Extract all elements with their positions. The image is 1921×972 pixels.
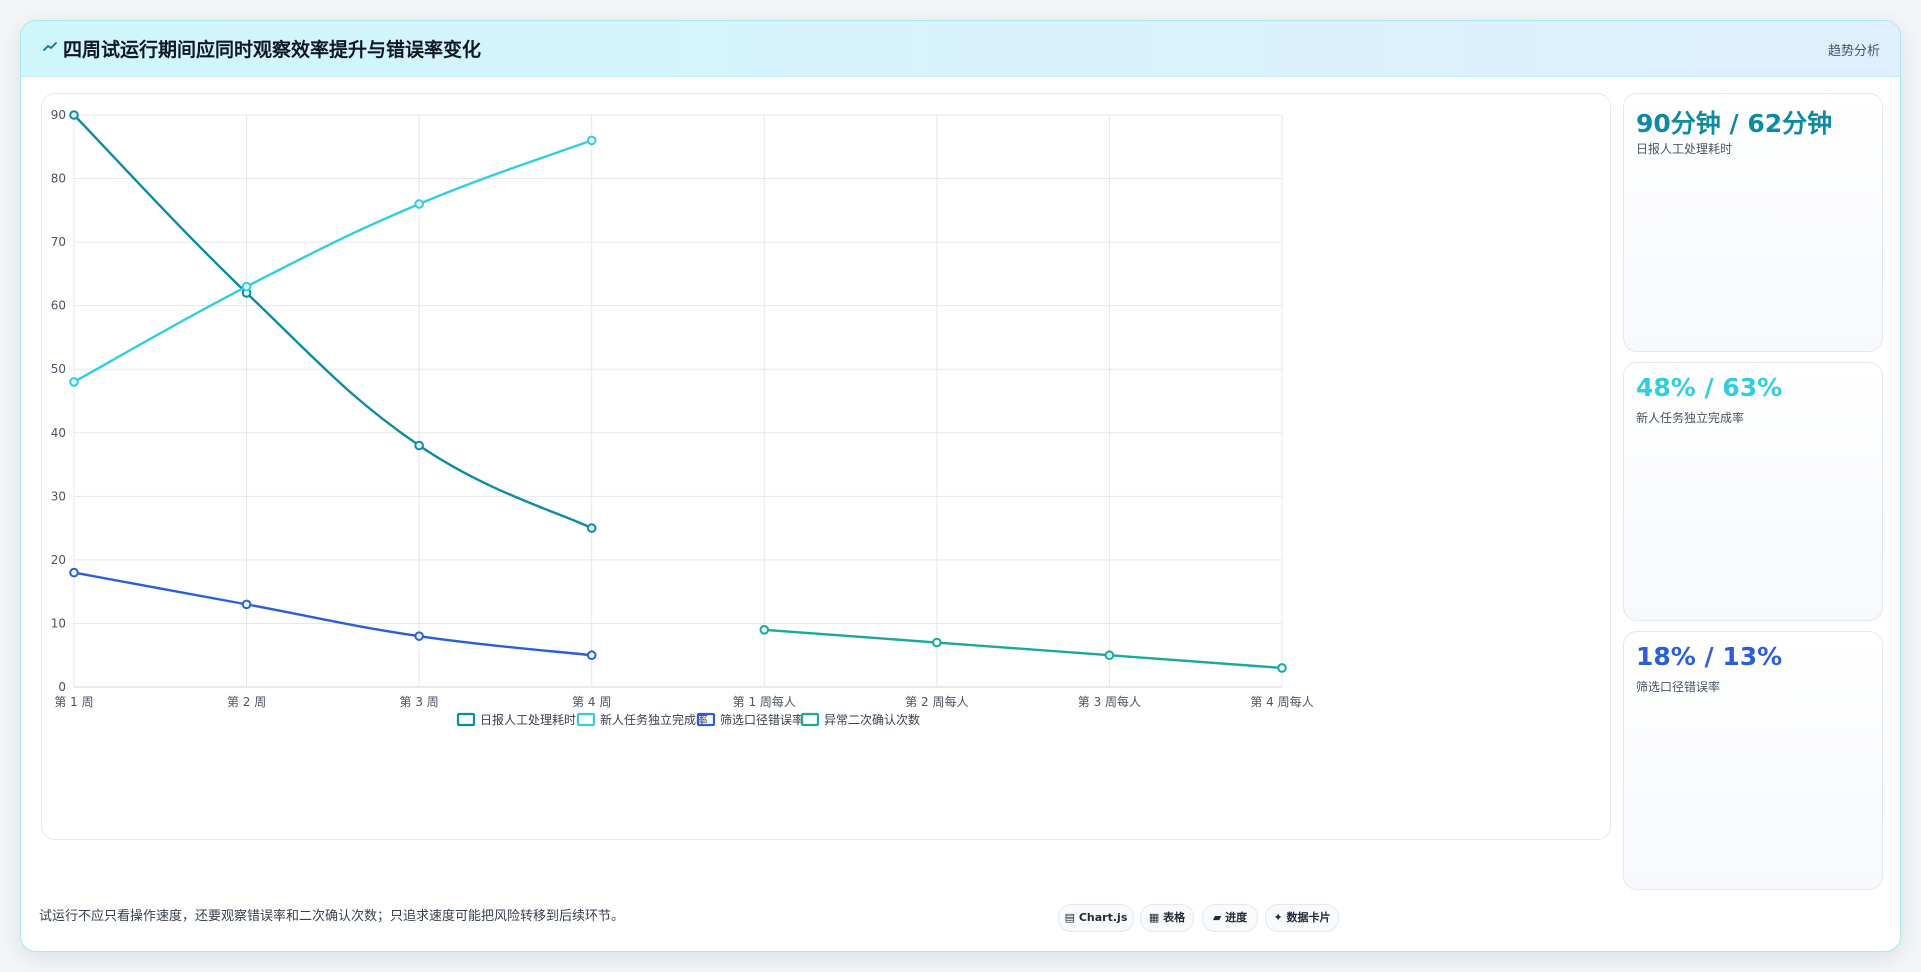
sparkle-icon: ✦ [1273, 911, 1283, 924]
data-point [69, 567, 79, 578]
legend-swatch [456, 712, 476, 727]
kpi-label: 筛选口径错误率 [1636, 680, 1721, 694]
trend-line-icon [41, 39, 59, 57]
kpi-value: 48% / 63% [1636, 373, 1783, 402]
data-point [759, 625, 770, 635]
data-point [586, 650, 597, 661]
chartjs-pill[interactable]: ▤ Chart.js [1058, 904, 1134, 932]
series-line [764, 628, 1283, 670]
trend-card: 四周试运行期间应同时观察效率提升与错误率变化 趋势分析 0 10 20 30 40 50 6… [20, 20, 1901, 952]
x-tick-label: 第 3 周每人 [1078, 694, 1141, 709]
legend-label: 筛选口径错误率 [720, 712, 804, 727]
pill-label: 表格 [1163, 911, 1186, 924]
y-tick-label: 30 [51, 489, 66, 503]
y-tick-label: 80 [51, 172, 66, 186]
y-tick-label: 90 [51, 108, 66, 122]
legend-swatch [576, 712, 596, 727]
legend-label: 新人任务独立完成率 [600, 712, 708, 727]
data-point [586, 523, 597, 533]
y-tick-label: 40 [51, 426, 66, 440]
x-tick-label: 第 4 周每人 [1250, 694, 1313, 709]
x-tick-label: 第 3 周 [400, 695, 439, 709]
data-point [586, 135, 597, 146]
data-point [414, 631, 424, 641]
legend-swatch [696, 712, 716, 727]
data-point [69, 110, 79, 120]
y-tick-label: 10 [51, 616, 66, 630]
line-chart: 0 10 20 30 40 50 60 70 80 90 第 1 周 第 2 周 第 3 周 第 4 周 第… [51, 108, 1314, 727]
legend-swatch [800, 712, 820, 727]
data-point [932, 637, 942, 648]
legend-label: 异常二次确认次数 [824, 712, 920, 727]
y-tick-label: 20 [51, 553, 66, 567]
data-point [241, 281, 252, 292]
kpi-card-error-rate: 18% / 13% 筛选口径错误率 [1623, 631, 1883, 890]
pill-label: 进度 [1225, 911, 1248, 924]
data-point [1104, 650, 1115, 661]
y-tick-label: 70 [51, 235, 66, 249]
kpi-value: 18% / 13% [1636, 642, 1783, 671]
progress-icon: ▰ [1212, 911, 1222, 924]
x-tick-label: 第 1 周每人 [733, 694, 796, 709]
kpi-label: 日报人工处理耗时 [1636, 142, 1733, 156]
x-tick-label: 第 2 周每人 [905, 694, 968, 709]
series-line [73, 139, 593, 383]
data-point [414, 199, 424, 209]
kpi-card-processing-time: 90分钟 / 62分钟 日报人工处理耗时 [1623, 93, 1883, 352]
pill-label: 数据卡片 [1286, 911, 1331, 924]
series-line [73, 114, 593, 530]
pill-label: Chart.js [1078, 911, 1128, 924]
series-line [73, 571, 592, 657]
data-card-pill[interactable]: ✦ 数据卡片 [1265, 904, 1339, 932]
kpi-value: 90分钟 / 62分钟 [1636, 109, 1833, 138]
data-point [414, 440, 424, 451]
progress-pill[interactable]: ▰ 进度 [1202, 904, 1258, 932]
y-tick-label: 0 [58, 680, 66, 694]
table-icon: ▦ [1148, 911, 1160, 924]
table-pill[interactable]: ▦ 表格 [1140, 904, 1194, 932]
y-tick-label: 60 [51, 299, 66, 313]
legend-label: 日报人工处理耗时 [480, 712, 576, 727]
footer-note: 试运行不应只看操作速度，还要观察错误率和二次确认次数；只追求速度可能把风险转移到… [39, 909, 625, 924]
chart-icon: ▤ [1064, 911, 1076, 924]
card-title: 四周试运行期间应同时观察效率提升与错误率变化 [63, 39, 482, 61]
kpi-label: 新人任务独立完成率 [1636, 411, 1745, 425]
data-point [69, 377, 79, 387]
data-point [1277, 663, 1287, 673]
x-tick-label: 第 4 周 [572, 695, 611, 709]
chart-panel: 0 10 20 30 40 50 60 70 80 90 第 1 周 第 2 周 第 3 周 第 4 周 第… [41, 93, 1611, 840]
data-point [241, 599, 252, 610]
y-tick-label: 50 [51, 362, 66, 376]
kpi-card-completion-rate: 48% / 63% 新人任务独立完成率 [1623, 362, 1883, 621]
card-header: 四周试运行期间应同时观察效率提升与错误率变化 趋势分析 [21, 21, 1900, 77]
x-tick-label: 第 2 周 [227, 695, 266, 709]
trend-analysis-tag: 趋势分析 [1827, 44, 1880, 59]
x-tick-label: 第 1 周 [54, 695, 93, 709]
